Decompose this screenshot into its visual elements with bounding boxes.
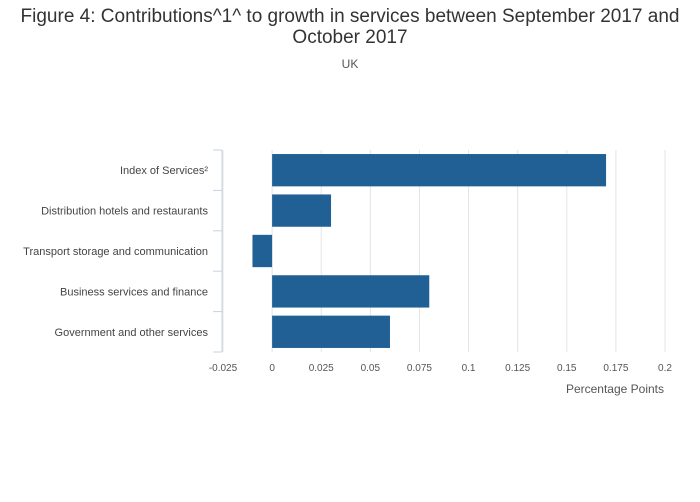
category-label: Distribution hotels and restaurants	[41, 206, 208, 218]
bar	[252, 234, 273, 268]
category-label: Transport storage and communication	[23, 246, 208, 258]
x-tick-labels: -0.025 0 0.025 0.05 0.075 0.1 0.125 0.15 0.175 0.…	[209, 363, 673, 374]
x-tick-label: 0	[269, 363, 275, 374]
bar	[272, 194, 332, 227]
chart-subtitle: UK	[341, 57, 359, 71]
category-labels: Index of Services² Distribution hotels an…	[23, 165, 208, 339]
category-label: Government and other services	[55, 327, 209, 339]
x-tick-label: 0.15	[557, 363, 577, 374]
bars	[252, 154, 607, 348]
category-label: Index of Services²	[120, 165, 208, 177]
x-tick-label: 0.075	[407, 363, 432, 374]
x-axis-title: Percentage Points	[566, 382, 664, 396]
x-tick-label: 0.2	[658, 363, 672, 374]
x-tick-label: 0.05	[361, 363, 381, 374]
bar	[272, 154, 607, 187]
x-tick-label: 0.1	[462, 363, 476, 374]
x-tick-label: 0.125	[505, 363, 530, 374]
chart-title: Figure 4: Contributions^1^ to growth in …	[20, 6, 680, 48]
category-label: Business services and finance	[60, 286, 208, 298]
bar	[272, 275, 430, 308]
bar	[272, 315, 390, 348]
x-tick-label: -0.025	[209, 363, 238, 374]
x-tick-label: 0.175	[603, 363, 628, 374]
category-axis	[213, 149, 223, 353]
x-tick-label: 0.025	[309, 363, 334, 374]
